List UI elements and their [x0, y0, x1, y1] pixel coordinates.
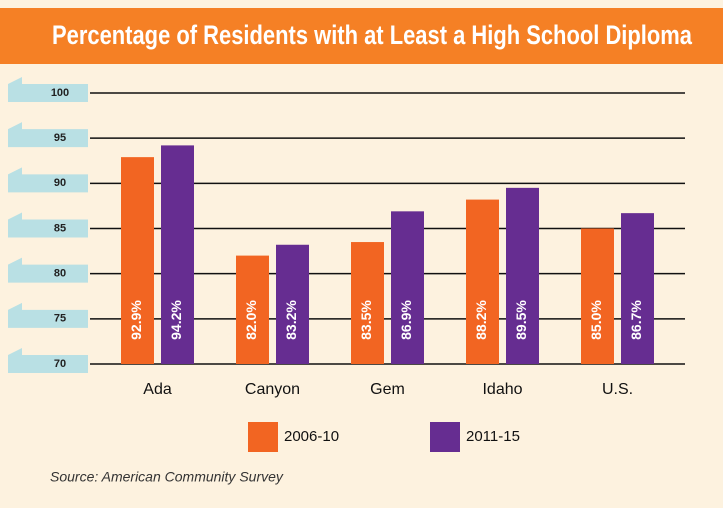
y-tick-label: 90: [54, 177, 66, 189]
legend-swatch: [248, 422, 278, 452]
x-tick-label: Idaho: [482, 381, 522, 398]
bar: [351, 242, 384, 364]
legend-label: 2006-10: [284, 428, 339, 445]
bar: [621, 213, 654, 364]
y-tick-label: 85: [54, 222, 66, 234]
y-tick-tab: [8, 302, 88, 328]
title-banner: [0, 8, 723, 64]
x-tick-label: Ada: [143, 381, 172, 398]
bar: [161, 145, 194, 364]
bar: [581, 228, 614, 364]
y-tick-label: 100: [51, 87, 69, 99]
chart-title: Percentage of Residents with at Least a …: [52, 20, 693, 50]
y-tick-label: 80: [54, 268, 66, 280]
y-tick-tab: [8, 77, 88, 102]
y-tick-tab: [8, 348, 88, 373]
y-tick-label: 95: [54, 132, 66, 144]
value-label: 89.5%: [513, 300, 529, 340]
source-note: Source: American Community Survey: [50, 469, 284, 485]
y-tick-tab: [8, 257, 88, 283]
value-label: 92.9%: [128, 300, 144, 340]
legend-swatch: [430, 422, 460, 452]
bar: [121, 157, 154, 364]
y-tick-tab: [8, 212, 88, 238]
value-label: 82.0%: [243, 300, 259, 340]
x-tick-label: U.S.: [602, 381, 633, 398]
y-tick-label: 70: [54, 358, 66, 370]
y-tick-label: 75: [54, 313, 66, 325]
legend-label: 2011-15: [466, 428, 520, 445]
x-tick-label: Gem: [370, 381, 405, 398]
y-tick-tab: [8, 167, 88, 193]
value-label: 86.7%: [628, 300, 644, 340]
value-label: 83.5%: [358, 300, 374, 340]
value-label: 83.2%: [283, 300, 299, 340]
bar: [466, 199, 499, 364]
bar: [236, 255, 269, 364]
bar: [506, 187, 539, 364]
x-tick-label: Canyon: [245, 381, 300, 398]
bar: [391, 211, 424, 364]
value-label: 88.2%: [473, 300, 489, 340]
bar: [276, 244, 309, 364]
value-label: 85.0%: [588, 300, 604, 340]
y-tick-tab: [8, 122, 88, 148]
value-label: 86.9%: [398, 300, 414, 340]
value-label: 94.2%: [168, 300, 184, 340]
